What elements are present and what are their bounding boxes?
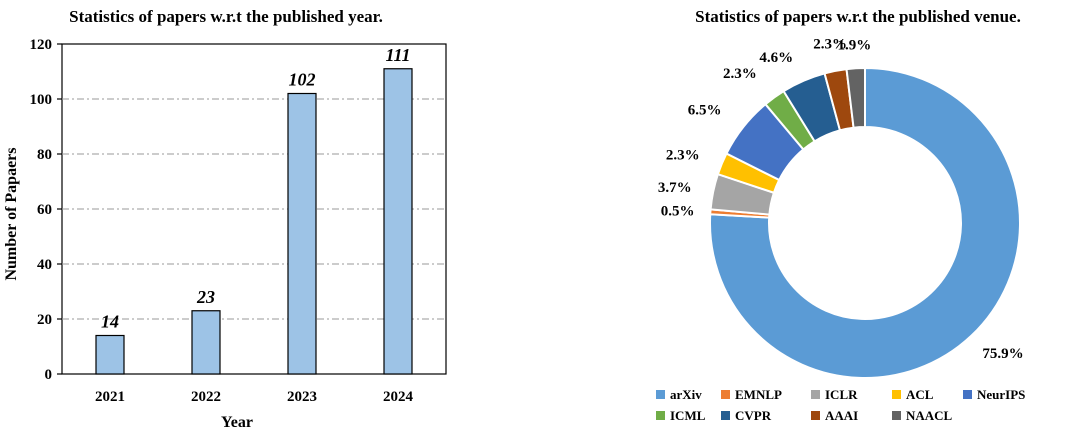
legend-item-aaai: AAAI — [811, 408, 858, 423]
donut-chart: Statistics of papers w.r.t the published… — [656, 7, 1025, 423]
bar-chart-x-axis-title: Year — [221, 414, 253, 431]
slice-label-aaai: 2.3% — [813, 36, 847, 52]
slice-label-neurips: 6.5% — [688, 102, 722, 118]
legend-item-neurips: NeurIPS — [963, 387, 1025, 402]
legend-swatch — [721, 411, 730, 420]
legend-label: NeurIPS — [977, 387, 1025, 402]
bar-chart-gridlines — [62, 98, 446, 320]
slice-label-icml: 2.3% — [723, 66, 757, 82]
bar-chart: Statistics of papers w.r.t the published… — [3, 7, 447, 431]
legend-label: NAACL — [906, 408, 953, 423]
bar-2021 — [95, 334, 125, 375]
y-tick-label: 0 — [45, 367, 53, 383]
x-tick-label: 2021 — [95, 389, 125, 405]
donut-chart-slices — [709, 66, 1021, 379]
bar-chart-y-axis-title: Number of Papaers — [3, 147, 20, 280]
slice-label-emnlp: 0.5% — [661, 204, 695, 220]
slice-label-naacl: 1.9% — [837, 37, 871, 53]
slice-label-iclr: 3.7% — [658, 180, 692, 196]
slice-label-acl: 2.3% — [666, 147, 700, 163]
y-tick-label: 80 — [37, 147, 52, 163]
bar-value-label: 102 — [289, 70, 316, 90]
legend-label: ACL — [906, 387, 934, 402]
legend-item-arxiv: arXiv — [656, 387, 702, 402]
y-tick-label: 20 — [37, 312, 52, 328]
legend-swatch — [721, 390, 730, 399]
slice-label-cvpr: 4.6% — [759, 50, 793, 66]
legend-swatch — [892, 390, 901, 399]
legend-item-acl: ACL — [892, 387, 934, 402]
slice-label-arxiv: 75.9% — [982, 346, 1023, 362]
y-tick-label: 120 — [30, 37, 53, 53]
legend-swatch — [811, 390, 820, 399]
y-tick-label: 100 — [30, 92, 53, 108]
legend-swatch — [811, 411, 820, 420]
legend-swatch — [892, 411, 901, 420]
slice-arxiv — [709, 66, 1021, 379]
y-tick-label: 40 — [37, 257, 52, 273]
slice-naacl — [845, 66, 866, 129]
bar-chart-title: Statistics of papers w.r.t the published… — [69, 7, 383, 26]
legend-label: ICML — [670, 408, 706, 423]
y-tick-label: 60 — [37, 202, 52, 218]
legend-swatch — [656, 390, 665, 399]
x-tick-label: 2024 — [383, 389, 414, 405]
bar-value-label: 23 — [196, 287, 215, 307]
legend-item-emnlp: EMNLP — [721, 387, 782, 402]
legend-swatch — [963, 390, 972, 399]
bar-value-label: 14 — [101, 312, 119, 332]
x-tick-label: 2023 — [287, 389, 317, 405]
bar-chart-x-ticks: 2021 2022 2023 2024 — [95, 389, 414, 405]
legend-item-iclr: ICLR — [811, 387, 858, 402]
bar-chart-y-ticks: 0 20 40 60 80 100 120 — [30, 37, 62, 383]
legend-label: EMNLP — [735, 387, 782, 402]
bar-chart-bars: 14 23 102 111 — [95, 45, 413, 375]
donut-chart-labels: 75.9%0.5%3.7%2.3%6.5%2.3%4.6%2.3%1.9% — [658, 36, 1024, 362]
legend-item-cvpr: CVPR — [721, 408, 772, 423]
bar-2023 — [287, 92, 317, 375]
bar-2024 — [383, 68, 413, 375]
legend-item-naacl: NAACL — [892, 408, 953, 423]
legend-label: AAAI — [825, 408, 858, 423]
legend-label: CVPR — [735, 408, 772, 423]
legend-label: ICLR — [825, 387, 858, 402]
legend-item-icml: ICML — [656, 408, 706, 423]
bar-value-label: 111 — [385, 45, 410, 65]
bar-2022 — [191, 310, 221, 375]
x-tick-label: 2022 — [191, 389, 221, 405]
legend-label: arXiv — [670, 387, 702, 402]
legend-swatch — [656, 411, 665, 420]
donut-chart-legend: arXiv EMNLP ICLR ACL NeurIPS ICML CVPR AAAI NAAC… — [656, 387, 1025, 423]
donut-chart-title: Statistics of papers w.r.t the published… — [695, 7, 1021, 26]
